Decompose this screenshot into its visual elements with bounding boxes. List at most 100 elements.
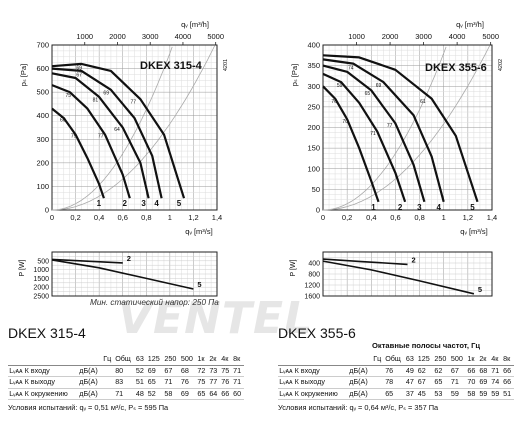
system-curve (323, 45, 490, 211)
y-tick-label: 200 (36, 158, 49, 167)
cell: 64 (208, 388, 221, 400)
cell: 67 (449, 365, 467, 377)
fan-curve-5 (322, 54, 479, 203)
power-curve-label: 5 (478, 285, 482, 294)
cell: 70 (466, 376, 479, 389)
cell: 69 (179, 388, 197, 400)
fan-curve-label: 2 (123, 199, 128, 208)
spec-header-cell: Гц (102, 354, 114, 366)
cell: 52 (146, 388, 164, 400)
row-label: Lᵥᴀᴀ К окружению (278, 388, 349, 400)
row-unit: дБ(А) (78, 365, 103, 377)
right-test-conditions: Условия испытаний: qᵥ = 0,64 м³/c, Pₛ = … (278, 403, 439, 412)
plot-frame (51, 44, 218, 211)
cell: 73 (208, 365, 221, 377)
cell: 51 (501, 388, 514, 400)
cell: 65 (433, 376, 450, 389)
y-tick-label: 250 (307, 102, 320, 111)
efficiency-label: 65 (365, 91, 371, 97)
fan-curve-1 (51, 107, 105, 199)
y-tick-label: 1500 (33, 276, 49, 283)
y-tick-label: 300 (307, 82, 320, 91)
row-label: Lᵥᴀᴀ К выходу (8, 376, 79, 389)
power-curve-label: 2 (127, 254, 131, 263)
cell: 59 (478, 388, 491, 400)
top-tick-label: 4000 (449, 32, 466, 41)
x-tick-label: 0,2 (70, 213, 80, 222)
cell: 58 (466, 388, 479, 400)
spec-header-cell: 125 (146, 354, 164, 366)
min-pressure-note: Мин. статический напор: 250 Па (90, 298, 219, 307)
fan-curve-label: 4 (154, 199, 159, 208)
y-tick-label: 50 (312, 185, 320, 194)
efficiency-label: 75 (65, 93, 71, 99)
row-label: Lᵥᴀᴀ К выходу (278, 376, 349, 389)
efficiency-label: 70 (342, 119, 348, 125)
spec-header-cell: 250 (433, 354, 450, 366)
cell: 77 (208, 376, 221, 389)
y-tick-label: 200 (307, 123, 320, 132)
bottom-axis-label: qᵥ [m³/s] (460, 227, 487, 236)
fan-curve-2 (322, 72, 407, 203)
cell: 65 (384, 388, 405, 400)
top-tick-label: 3000 (415, 32, 432, 41)
top-tick-label: 3000 (142, 32, 159, 41)
cell: 78 (384, 376, 405, 389)
y-tick-label: 500 (36, 88, 49, 97)
plot-frame (322, 251, 493, 297)
cell: 66 (466, 365, 479, 377)
spec-header-cell: Гц (372, 354, 384, 366)
cell: 62 (433, 365, 450, 377)
right-spec-header-row: Гц Общ 63 125 250 500 1к 2к 4к 8к (278, 354, 514, 366)
cell: 67 (416, 376, 434, 389)
octave-bands-header: Октавные полосы частот, Гц (372, 341, 481, 350)
spec-header-cell: 500 (449, 354, 467, 366)
left-model-title: DKEX 315-4 (8, 325, 86, 341)
cell: 71 (114, 388, 135, 400)
spec-header-cell: Общ (384, 354, 405, 366)
spec-header-cell: 2к (208, 354, 221, 366)
fan-curve-1 (322, 85, 380, 203)
left-spec-header-row: Гц Общ 63 125 250 500 1к 2к 4к 8к (8, 354, 244, 366)
system-curve (52, 45, 215, 211)
spec-header-cell: 1к (196, 354, 209, 366)
spec-header-cell: 4к (220, 354, 232, 366)
x-tick-label: 0,8 (141, 213, 151, 222)
fan-curve-2 (51, 84, 131, 199)
y-tick-label: 500 (37, 258, 49, 265)
y-tick-label: 400 (308, 261, 320, 268)
x-tick-label: 0,4 (366, 213, 376, 222)
top-tick-label: 5000 (207, 32, 224, 41)
power-curve-2 (322, 258, 408, 266)
y-tick-label: 2000 (33, 285, 49, 292)
cell: 68 (179, 365, 197, 377)
cell: 58 (163, 388, 180, 400)
bottom-axis-label: qᵥ [m³/s] (185, 227, 212, 236)
cell: 66 (501, 365, 514, 377)
fan-curve-label: 5 (177, 199, 182, 208)
spec-header-cell: 1к (466, 354, 479, 366)
cell: 53 (433, 388, 450, 400)
cell: 60 (231, 388, 244, 400)
side-code: 4202 (498, 59, 504, 71)
right-chart-model-label: DKEX 355-6 (425, 62, 487, 74)
power-curve-2 (51, 258, 123, 264)
cell: 37 (404, 388, 417, 400)
fan-curve-label: 3 (141, 199, 146, 208)
x-tick-label: 0,2 (342, 213, 352, 222)
power-curve-5 (322, 260, 475, 295)
cell: 76 (384, 365, 405, 377)
cell: 51 (134, 376, 147, 389)
cell: 83 (114, 376, 135, 389)
left-spec-row-outlet: Lᵥᴀᴀ К выходу дБ(А) 83 51 65 71 76 75 77… (8, 376, 244, 389)
efficiency-label: 79 (71, 134, 77, 140)
y-tick-label: 100 (36, 182, 49, 191)
fan-curve-5 (51, 62, 186, 199)
top-tick-label: 2000 (382, 32, 399, 41)
spec-header-cell: 8к (231, 354, 244, 366)
left-pressure-chart: 0 0,2 0,4 0,6 0,8 1 1,2 1,4 0 100 200 300 400 500 600 7… (19, 20, 229, 236)
fan-curve-label: 2 (398, 203, 403, 212)
left-power-chart: 500 1000 1500 2000 2500 P [W] 2 5 (19, 251, 218, 301)
row-label: Lᵥᴀᴀ К окружению (8, 388, 79, 400)
y-tick-label: 300 (36, 135, 49, 144)
